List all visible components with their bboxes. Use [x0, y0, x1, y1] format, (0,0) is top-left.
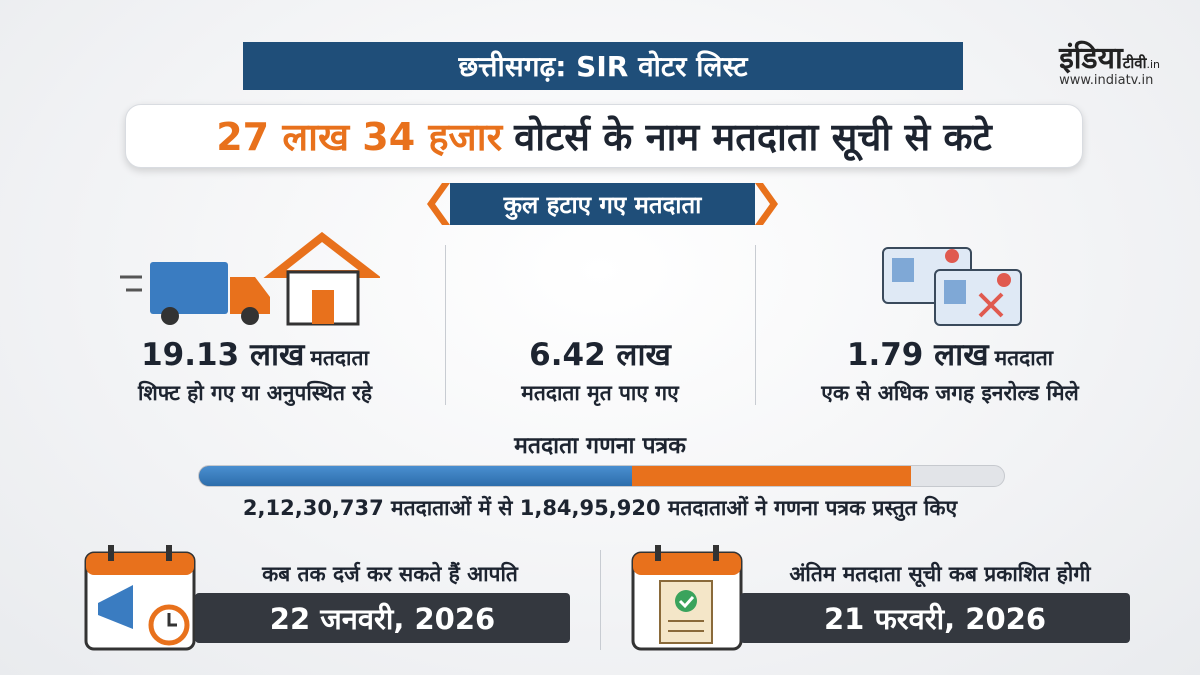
- date: 22 जनवरी, 2026: [269, 601, 496, 636]
- logo-suffix: टीवी: [1122, 54, 1147, 72]
- truck-house-icon: [120, 232, 380, 326]
- section-ribbon: कुल हटाए गए मतदाता: [450, 183, 755, 225]
- bar-segment: [199, 466, 632, 486]
- chevron: [755, 183, 778, 225]
- stat-description: शिफ्ट हो गए या अनुपस्थित रहे: [138, 381, 372, 405]
- stat-description: मतदाता मृत पाए गए: [521, 381, 679, 405]
- logo: इंडियाटीवी.in www.indiatv.in: [1059, 36, 1160, 88]
- section-title: कुल हटाए गए मतदाता: [503, 190, 702, 219]
- title-bar: छत्तीसगढ़: SIR वोटर लिस्ट: [243, 42, 963, 90]
- headline-highlight: 27 लाख 34 हजार: [216, 115, 503, 159]
- chevron: [427, 183, 450, 225]
- stat: 19.13 लाख मतदाता शिफ्ट हो गए या अनुपस्थित…: [95, 333, 415, 407]
- divider: [600, 550, 601, 650]
- divider: [445, 245, 446, 405]
- headline-text: वोटर्स के नाम मतदाता सूची से कटे: [514, 115, 992, 159]
- stat-figure: 19.13 लाख: [141, 337, 305, 373]
- logo-domain: .in: [1146, 58, 1160, 71]
- summary: 2,12,30,737 मतदाताओं में से 1,84,95,920 …: [242, 496, 958, 520]
- logo-url: www.indiatv.in: [1059, 73, 1154, 88]
- house: [263, 232, 380, 326]
- stat-figure: 6.42 लाख: [529, 337, 671, 373]
- calendar-icon: [84, 545, 196, 651]
- date: 21 फरवरी, 2026: [824, 601, 1046, 636]
- date-box: 22 जनवरी, 2026: [195, 593, 570, 643]
- title: छत्तीसगढ़: SIR वोटर लिस्ट: [458, 50, 748, 83]
- divider: [755, 245, 756, 405]
- id-cards-icon: [882, 247, 1022, 326]
- calendar-icon: [631, 545, 743, 651]
- ribbon-chevrons: [427, 183, 778, 225]
- stat-figure: 1.79 लाख: [846, 337, 989, 373]
- date-question: कब तक दर्ज कर सकते हैं आपति: [262, 562, 518, 586]
- truck: [120, 262, 270, 325]
- stat-unit: मतदाता: [310, 346, 369, 370]
- headline: 27 लाख 34 हजार वोटर्स के नाम मतदाता सूची…: [125, 104, 1083, 168]
- bar-title: मतदाता गणना पत्रक: [514, 433, 686, 459]
- date-box: 21 फरवरी, 2026: [740, 593, 1130, 643]
- date-question: अंतिम मतदाता सूची कब प्रकाशित होगी: [789, 562, 1091, 586]
- logo-name: इंडिया: [1059, 41, 1123, 76]
- stat: 1.79 लाख मतदाता एक से अधिक जगह इनरोल्ड मि…: [790, 333, 1110, 407]
- stat-unit: मतदाता: [994, 346, 1054, 370]
- progress-bar: [198, 465, 1005, 487]
- stat-description: एक से अधिक जगह इनरोल्ड मिले: [821, 381, 1079, 405]
- stat: 6.42 लाख मतदाता मृत पाए गए: [440, 333, 760, 407]
